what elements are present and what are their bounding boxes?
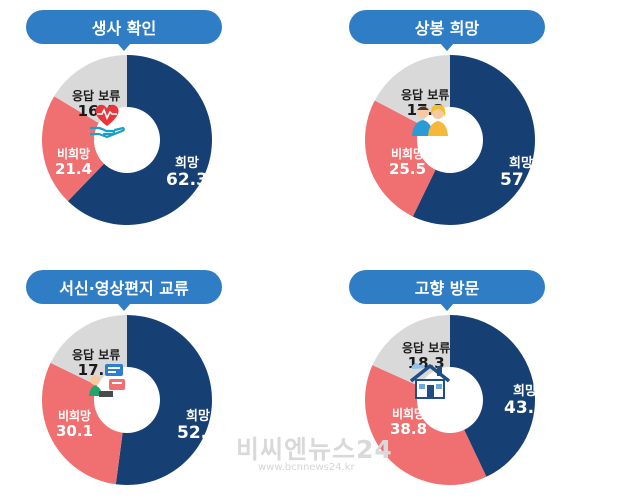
hope-category: 희망 (509, 156, 533, 171)
hope-category: 희망 (175, 156, 199, 171)
slice-hope (412, 55, 535, 225)
slice-hope (115, 315, 212, 485)
slice-no-hope (365, 365, 487, 485)
no-hope-category: 비희망 (391, 407, 426, 421)
pending-category: 응답 보류 (72, 348, 121, 362)
hope-category: 희망 (513, 384, 537, 399)
label-no-hope: 비희망 30.1 (56, 409, 94, 441)
title-pointer (440, 43, 454, 51)
title-pointer (117, 303, 131, 311)
couple-icon (412, 104, 448, 136)
no-hope-category: 비희망 (56, 147, 91, 161)
chart-panel-reunion-hope: 상봉 희망 응답 보류 17.3 비희망 25.5 희망 57.2 (325, 10, 585, 235)
label-no-hope: 비희망 21.4 (55, 147, 93, 179)
pending-category: 응답 보류 (401, 88, 450, 102)
hope-value: 57.2 (500, 170, 542, 191)
title-pointer (117, 43, 131, 51)
label-hope: 희망 52.1 (177, 409, 219, 444)
chart-title: 서신·영상편지 교류 (26, 270, 222, 304)
label-hope: 희망 57.2 (500, 156, 542, 191)
hope-category: 희망 (186, 409, 210, 424)
chart-panel-life-check: 생사 확인 응답 보류 16.4 비희망 21.4 희망 62.3 (2, 10, 262, 235)
no-hope-value: 38.8 (390, 420, 428, 439)
donut-chart (365, 315, 535, 485)
heart-hand-icon (89, 104, 125, 139)
slice-no-hope (41, 96, 105, 202)
donut-chart (41, 55, 212, 225)
slice-pending (374, 55, 450, 126)
label-hope: 희망 62.3 (166, 156, 208, 191)
watermark-url: www.bcnnews24.kr (258, 462, 355, 473)
no-hope-value: 30.1 (56, 422, 94, 441)
slice-hope (67, 55, 212, 225)
hope-value: 62.3 (166, 170, 208, 191)
house-icon (409, 363, 451, 399)
title-pointer (440, 303, 454, 311)
chart-panel-hometown-visit: 고향 방문 응답 보류 18.3 비희망 38.8 희망 43.0 (325, 270, 585, 495)
watermark-name: 비씨엔뉴스24 (236, 435, 393, 464)
label-hope: 희망 43.0 (504, 384, 546, 419)
no-hope-category: 비희망 (390, 147, 425, 161)
no-hope-value: 25.5 (389, 160, 427, 179)
no-hope-category: 비희망 (57, 409, 92, 423)
chart-title: 고향 방문 (349, 270, 545, 304)
label-no-hope: 비희망 38.8 (390, 407, 428, 439)
chart-title: 상봉 희망 (349, 10, 545, 44)
donut-hole (94, 107, 160, 173)
pending-category: 응답 보류 (72, 89, 121, 103)
chart-panel-letter-exchange: 서신·영상편지 교류 응답 보류 17.8 비희망 30.1 희망 52.1 (2, 270, 262, 495)
video-letter-icon (89, 364, 125, 397)
pending-category: 응답 보류 (402, 341, 451, 355)
chart-title: 생사 확인 (26, 10, 222, 44)
no-hope-value: 21.4 (55, 160, 93, 179)
label-no-hope: 비희망 25.5 (389, 147, 427, 179)
slice-pending (372, 315, 450, 387)
slice-hope (450, 315, 535, 477)
hope-value: 43.0 (504, 398, 546, 419)
slice-no-hope (41, 362, 123, 485)
hope-value: 52.1 (177, 423, 219, 444)
